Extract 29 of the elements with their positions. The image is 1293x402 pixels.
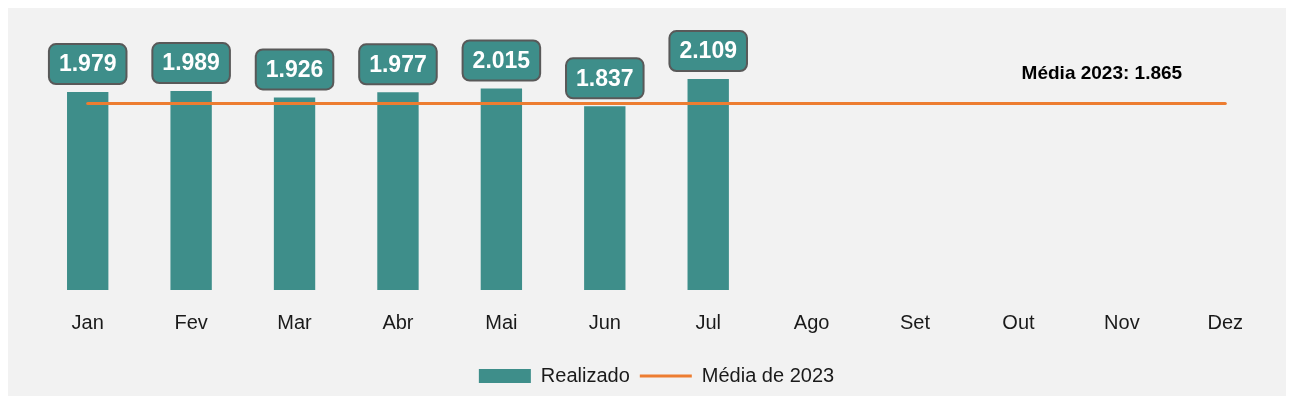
x-tick-label: Jan <box>71 310 104 333</box>
data-label: 1.979 <box>58 50 117 77</box>
data-label: 1.989 <box>162 49 220 76</box>
x-tick-label: Ago <box>793 310 830 333</box>
x-tick-label: Nov <box>1104 310 1140 333</box>
annotation: Média 2023: 1.865 <box>1021 62 1183 84</box>
bar <box>480 88 523 290</box>
bar <box>584 106 626 290</box>
x-tick-label: Jul <box>695 310 721 333</box>
bar <box>67 92 109 290</box>
data-label: 1.977 <box>369 50 427 77</box>
legend-label: Média de 2023 <box>701 363 835 386</box>
x-tick-label: Fev <box>174 310 208 333</box>
x-tick-label: Jun <box>588 310 621 333</box>
bar <box>377 92 419 290</box>
data-label: 1.926 <box>265 55 324 82</box>
data-label: 1.837 <box>576 64 634 91</box>
bar <box>687 79 729 290</box>
x-tick-label: Mar <box>277 310 313 333</box>
x-tick-label: Mai <box>485 310 518 333</box>
data-label: 2.015 <box>472 46 531 73</box>
legend-label: Realizado <box>540 363 630 386</box>
bar <box>273 97 316 290</box>
x-tick-label: Abr <box>382 310 414 333</box>
x-tick-label: Set <box>900 310 931 333</box>
x-tick-label: Out <box>1002 310 1036 333</box>
data-label: 2.109 <box>679 37 737 64</box>
bar <box>170 91 212 290</box>
x-tick-label: Dez <box>1207 310 1244 333</box>
